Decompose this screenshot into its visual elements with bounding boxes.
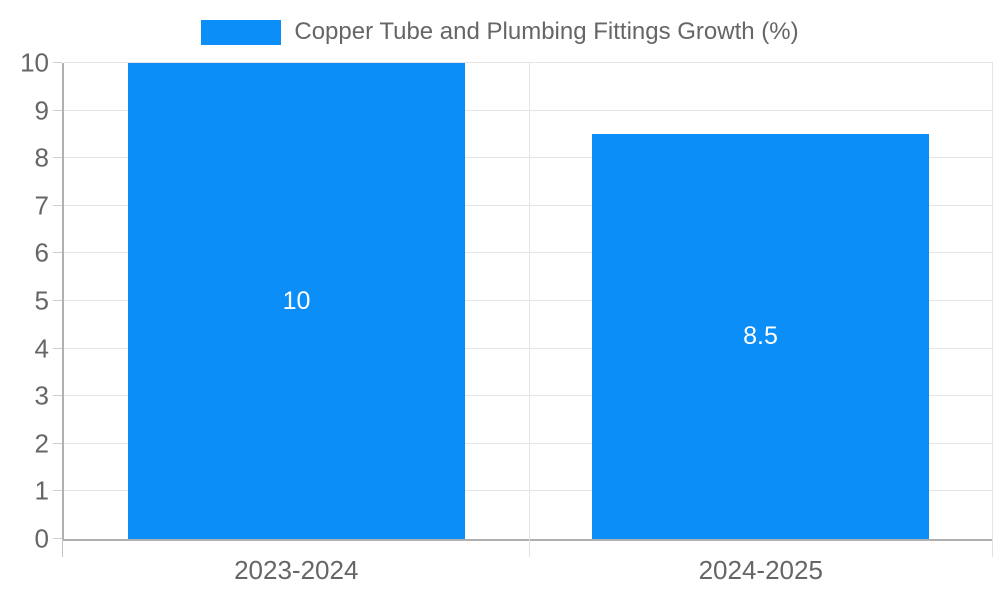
- plot-area: 0 1 2 3 4 5 6 7 8 9 10 10 2023-2024 8.5 2024-2025: [20, 48, 993, 585]
- y-axis-tick: [53, 395, 62, 397]
- x-axis-tick: [992, 539, 993, 557]
- gridline: [528, 63, 530, 539]
- y-axis-tick: [53, 62, 62, 63]
- y-axis-tick: [53, 157, 62, 159]
- y-tick-label: 10: [20, 47, 49, 78]
- x-axis-tick: [62, 539, 63, 557]
- y-tick-label: 5: [34, 285, 49, 316]
- x-category-label: 2024-2025: [698, 555, 823, 585]
- gridline: [64, 62, 993, 63]
- y-axis-tick: [53, 109, 62, 111]
- y-tick-label: 9: [34, 95, 49, 126]
- y-tick-label: 3: [34, 380, 49, 411]
- y-axis-tick: [53, 204, 62, 206]
- x-category-label: 2023-2024: [234, 555, 359, 585]
- chart-legend[interactable]: Copper Tube and Plumbing Fittings Growth…: [0, 18, 1000, 46]
- y-tick-label: 4: [34, 333, 49, 364]
- bar-value-label: 10: [282, 286, 311, 315]
- y-axis-tick: [53, 442, 62, 444]
- bar[interactable]: 10: [128, 63, 465, 539]
- y-axis-tick: [53, 300, 62, 301]
- y-tick-label: 2: [34, 428, 49, 459]
- y-axis-tick: [53, 252, 62, 254]
- y-axis-tick: [53, 490, 62, 492]
- y-tick-label: 7: [34, 190, 49, 221]
- y-tick-label: 1: [34, 475, 49, 506]
- gridline: [992, 63, 993, 539]
- bar[interactable]: 8.5: [592, 134, 929, 539]
- y-tick-label: 8: [34, 142, 49, 173]
- y-tick-label: 0: [34, 523, 49, 554]
- y-axis-tick: [53, 347, 62, 349]
- y-tick-label: 6: [34, 237, 49, 268]
- legend-swatch-icon: [201, 19, 282, 45]
- y-axis-tick: [53, 538, 62, 539]
- x-axis-tick: [528, 539, 530, 557]
- legend-label: Copper Tube and Plumbing Fittings Growth…: [294, 18, 799, 45]
- bar-value-label: 8.5: [743, 322, 778, 350]
